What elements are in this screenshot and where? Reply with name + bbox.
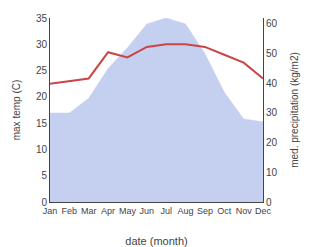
svg-text:max temp (C): max temp (C): [11, 80, 22, 141]
svg-text:20: 20: [36, 91, 48, 102]
svg-text:0: 0: [266, 197, 272, 208]
svg-text:15: 15: [36, 118, 48, 129]
svg-text:10: 10: [36, 144, 48, 155]
svg-text:60: 60: [266, 18, 278, 29]
svg-text:Jan: Jan: [43, 206, 58, 216]
svg-text:50: 50: [266, 48, 278, 59]
svg-text:Sep: Sep: [197, 206, 213, 216]
svg-text:Apr: Apr: [101, 206, 115, 216]
svg-text:Jul: Jul: [160, 206, 172, 216]
svg-text:date (month): date (month): [125, 235, 187, 247]
svg-text:0: 0: [41, 197, 47, 208]
svg-text:Oct: Oct: [217, 206, 232, 216]
svg-text:30: 30: [36, 39, 48, 50]
svg-text:5: 5: [41, 170, 47, 181]
svg-text:Feb: Feb: [62, 206, 78, 216]
svg-text:Nov: Nov: [236, 206, 253, 216]
svg-text:med. precipitation (kg/m2): med. precipitation (kg/m2): [289, 52, 300, 168]
svg-text:30: 30: [266, 107, 278, 118]
svg-text:Jun: Jun: [140, 206, 155, 216]
svg-text:10: 10: [266, 167, 278, 178]
svg-text:20: 20: [266, 137, 278, 148]
svg-text:Mar: Mar: [81, 206, 97, 216]
svg-text:May: May: [119, 206, 137, 216]
svg-text:40: 40: [266, 78, 278, 89]
svg-text:35: 35: [36, 13, 48, 24]
svg-text:Dec: Dec: [255, 206, 272, 216]
svg-text:Aug: Aug: [178, 206, 194, 216]
svg-text:25: 25: [36, 65, 48, 76]
